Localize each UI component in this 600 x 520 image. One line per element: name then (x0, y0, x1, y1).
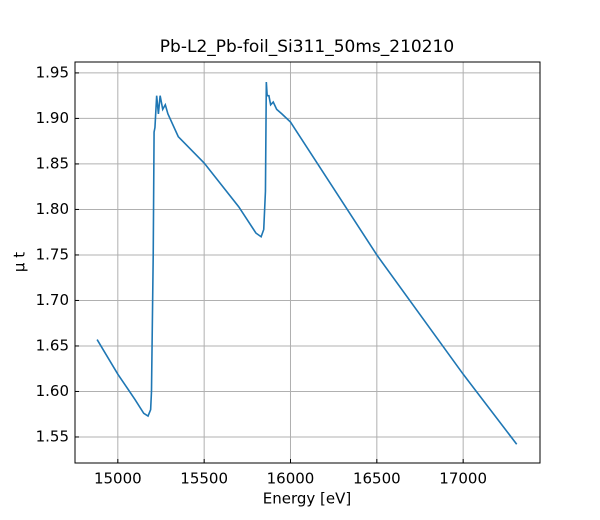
y-tick-label: 1.55 (36, 427, 69, 445)
y-tick-label: 1.60 (36, 382, 69, 400)
y-axis-label: μ t (11, 252, 29, 272)
x-tick-label: 15000 (94, 470, 142, 488)
data-line (96, 81, 518, 445)
y-tick-label: 1.65 (36, 336, 69, 354)
y-tick-label: 1.70 (36, 291, 69, 309)
x-axis-label: Energy [eV] (263, 490, 351, 508)
chart-title: Pb-L2_Pb-foil_Si311_50ms_210210 (160, 37, 454, 57)
y-tick-label: 1.75 (36, 245, 69, 263)
y-tick-label: 1.95 (36, 63, 69, 81)
plot-frame (74, 61, 541, 464)
x-tick-label: 17000 (439, 470, 487, 488)
y-tick-label: 1.90 (36, 109, 69, 127)
y-tick-label: 1.85 (36, 154, 69, 172)
x-tick-label: 16000 (267, 470, 315, 488)
x-tick-label: 16500 (353, 470, 401, 488)
y-tick-label: 1.80 (36, 200, 69, 218)
x-tick-label: 15500 (180, 470, 228, 488)
